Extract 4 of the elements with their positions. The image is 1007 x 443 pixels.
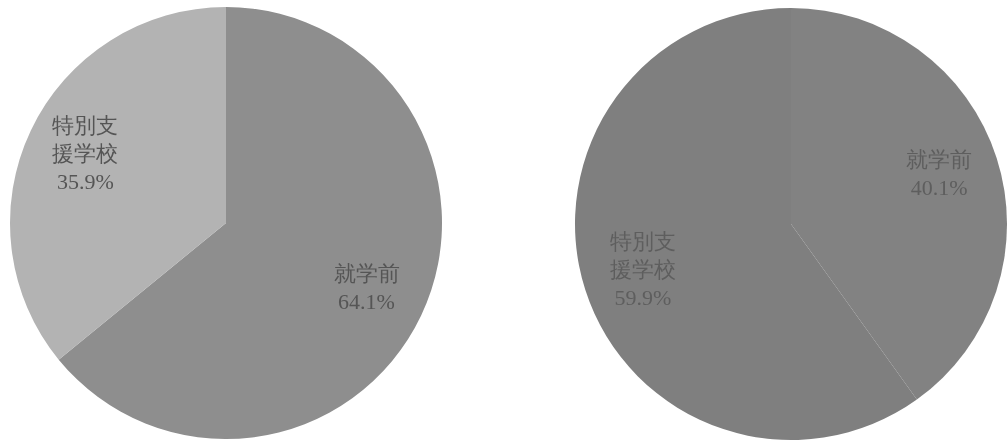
data-label: 35.9% (57, 169, 114, 195)
slice-label: 就学前 (333, 260, 400, 286)
slice-label: 特別支援学校 (52, 113, 119, 167)
data-label: 64.1% (338, 288, 395, 314)
